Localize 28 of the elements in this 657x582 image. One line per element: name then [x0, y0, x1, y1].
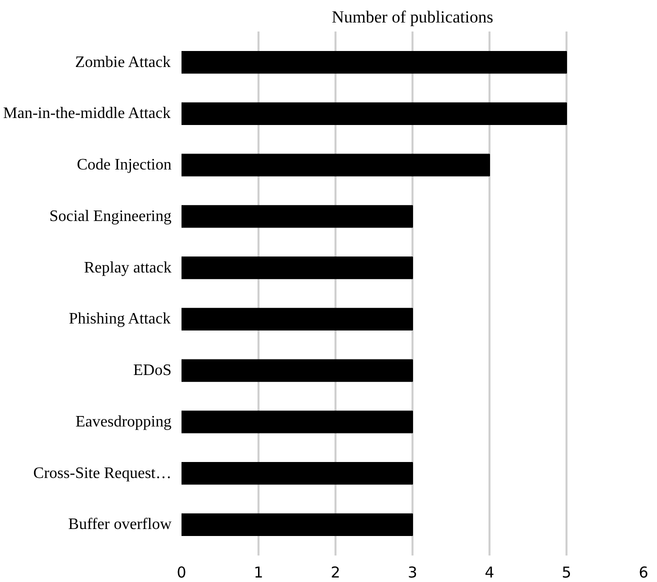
y-tick-label: EDoS [133, 362, 172, 380]
bar [182, 410, 413, 434]
bar [182, 462, 413, 485]
y-tick-label: Social Engineering [49, 208, 172, 225]
chart-title: Number of publications [332, 8, 494, 26]
y-tick-label: Code Injection [76, 156, 172, 174]
x-tick-label: 5 [562, 564, 572, 582]
bar [182, 308, 413, 330]
bar [182, 154, 490, 176]
y-tick-label: Replay attack [84, 259, 172, 276]
bar [182, 102, 567, 125]
bar [182, 513, 413, 536]
y-tick-label: Buffer overflow [68, 516, 172, 534]
bar [182, 51, 567, 74]
y-tick-label: Man-in-the-middle Attack [3, 105, 171, 122]
y-tick-label: Eavesdropping [76, 413, 172, 430]
y-tick-label: Cross-Site Request… [33, 464, 172, 482]
x-tick-label: 0 [176, 564, 186, 582]
bar [182, 205, 413, 228]
y-tick-label: Phishing Attack [68, 310, 171, 328]
y-tick-label: Zombie Attack [75, 54, 171, 71]
x-tick-label: 2 [330, 564, 340, 582]
x-tick-label: 3 [408, 564, 418, 582]
x-tick-label: 4 [484, 564, 494, 582]
bar [182, 359, 413, 382]
x-tick-label: 1 [254, 564, 264, 582]
x-tick-label: 6 [638, 564, 648, 582]
bar [182, 256, 413, 280]
